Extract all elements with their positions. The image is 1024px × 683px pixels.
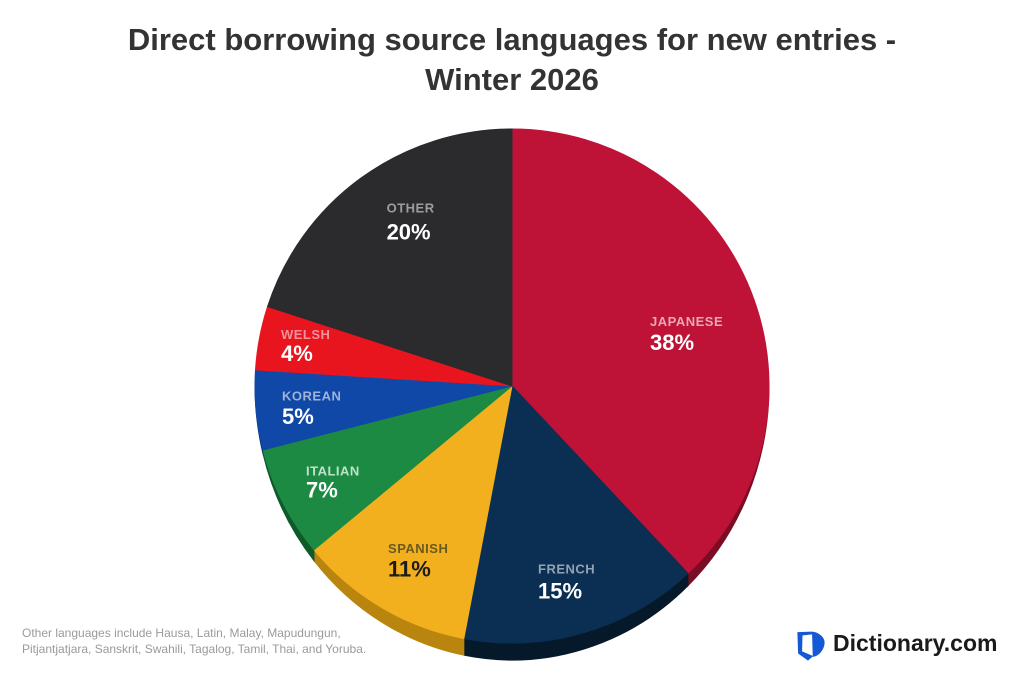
svg-text:OTHER: OTHER (387, 201, 435, 216)
svg-text:JAPANESE: JAPANESE (650, 314, 723, 329)
svg-text:FRENCH: FRENCH (538, 562, 595, 577)
svg-text:SPANISH: SPANISH (388, 541, 448, 556)
svg-text:ITALIAN: ITALIAN (306, 463, 360, 478)
svg-text:KOREAN: KOREAN (282, 389, 341, 404)
svg-text:11%: 11% (388, 557, 431, 582)
svg-text:15%: 15% (538, 578, 582, 603)
svg-text:5%: 5% (282, 404, 314, 429)
svg-text:38%: 38% (650, 330, 694, 355)
svg-text:WELSH: WELSH (281, 327, 330, 342)
svg-text:20%: 20% (387, 220, 431, 245)
svg-text:7%: 7% (306, 478, 338, 503)
svg-text:4%: 4% (281, 341, 313, 366)
